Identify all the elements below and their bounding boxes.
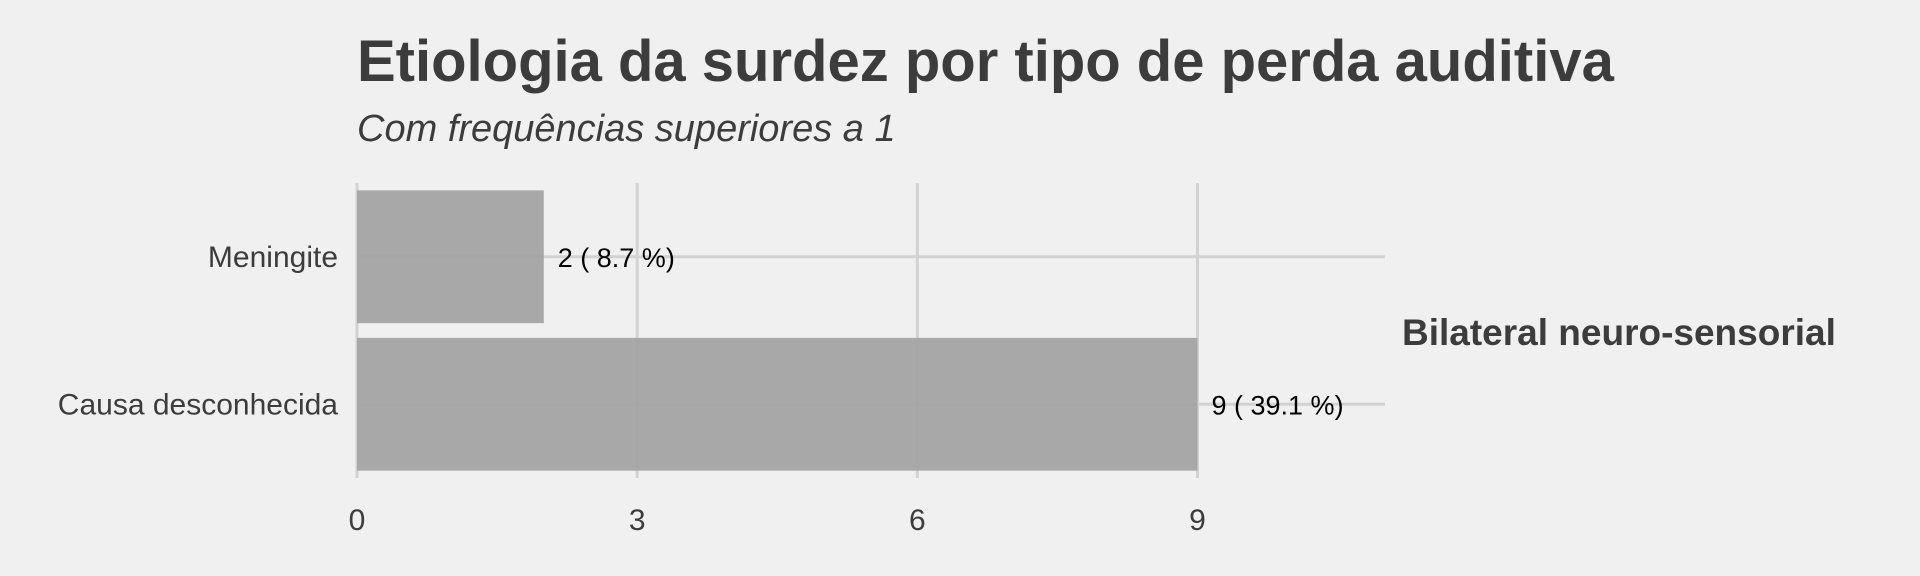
category-label: Causa desconhecida (58, 388, 339, 421)
data-label: 9 ( 39.1 %) (1212, 390, 1344, 420)
x-tick-label: 9 (1189, 504, 1206, 537)
category-labels: Meningite Causa desconhecida (58, 241, 339, 422)
x-axis-tick-labels: 0 3 6 9 (349, 504, 1206, 537)
bar (357, 190, 544, 324)
data-labels: 2 ( 8.7 %) 9 ( 39.1 %) (558, 243, 1344, 421)
facet-label: Bilateral neuro-sensorial (1402, 312, 1836, 353)
category-label: Meningite (208, 241, 338, 274)
x-tick-label: 0 (349, 504, 366, 537)
bar (357, 337, 1198, 471)
data-label: 2 ( 8.7 %) (558, 243, 675, 273)
bars (357, 190, 1198, 471)
x-tick-label: 6 (909, 504, 926, 537)
chart-subtitle: Com frequências superiores a 1 (357, 108, 896, 150)
x-tick-label: 3 (629, 504, 646, 537)
chart-title: Etiologia da surdez por tipo de perda au… (357, 29, 1614, 94)
